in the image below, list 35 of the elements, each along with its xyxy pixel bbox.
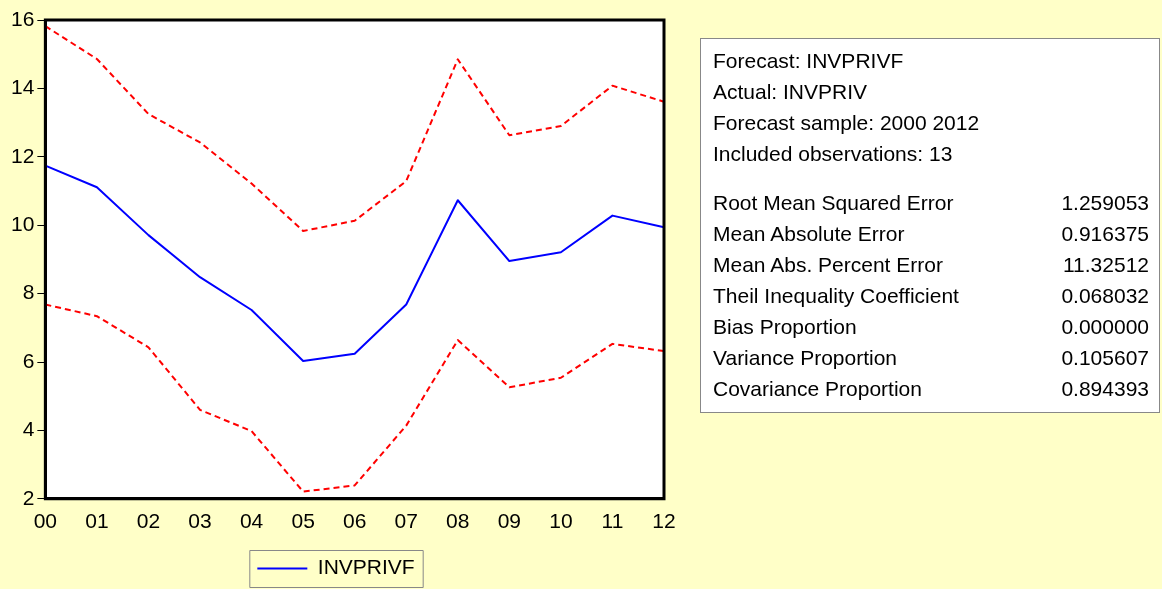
x-tick-label: 05 xyxy=(291,509,315,533)
x-tick-label: 00 xyxy=(33,509,58,533)
x-tick-label: 04 xyxy=(239,509,264,533)
text: Mean Absolute Error 0.916375 xyxy=(713,222,1149,245)
x-tick-label: 02 xyxy=(136,509,161,533)
text: Included observations: 13 xyxy=(713,141,953,167)
legend-label: INVPRIVF xyxy=(317,555,415,579)
text: Forecast sample: 2000 2012 xyxy=(713,110,980,136)
text: Variance Proportion 0.105607 xyxy=(713,346,1149,369)
y-tick-label: 10 xyxy=(11,212,35,235)
text: Root Mean Squared Error 1.259053 xyxy=(713,191,1149,214)
text: Forecast: INVPRIVF xyxy=(713,48,904,74)
text: Theil Inequality Coefficient 0.068032 xyxy=(713,284,1149,307)
x-tick-label: 07 xyxy=(394,509,418,533)
x-tick-label: 01 xyxy=(85,509,109,533)
y-tick-label: 14 xyxy=(11,75,35,99)
line-series xyxy=(44,303,665,493)
line-series xyxy=(44,25,665,233)
text: Bias Proportion 0.000000 xyxy=(713,315,1149,338)
x-tick-label: 10 xyxy=(549,509,573,533)
x-tick-label: 09 xyxy=(497,509,522,533)
y-tick-label: 2 xyxy=(22,485,35,509)
y-tick-label: 4 xyxy=(22,417,35,441)
text: Covariance Proportion 0.894393 xyxy=(713,377,1149,400)
x-tick-label: 12 xyxy=(652,509,676,533)
x-tick-label: 08 xyxy=(446,509,470,533)
y-tick-label: 8 xyxy=(22,280,35,304)
y-tick-label: 6 xyxy=(22,348,35,372)
y-tick-label: 12 xyxy=(11,143,35,167)
text: Actual: INVPRIV xyxy=(713,79,868,105)
x-tick-label: 03 xyxy=(188,509,212,533)
y-tick-label: 16 xyxy=(11,6,35,30)
x-tick-label: 11 xyxy=(601,509,624,533)
x-tick-label: 06 xyxy=(343,509,367,533)
text: Mean Abs. Percent Error 11.32512 xyxy=(713,253,1149,276)
